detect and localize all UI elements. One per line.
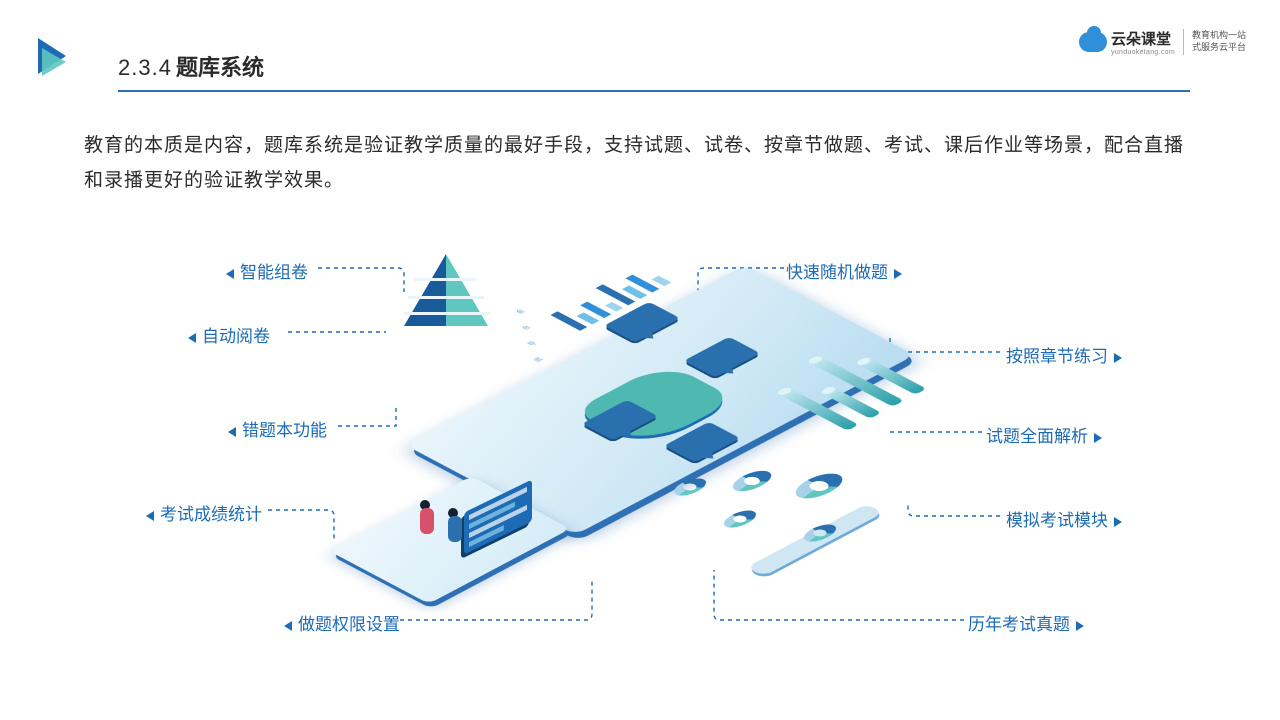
brand-name: 云朵课堂	[1111, 28, 1175, 49]
brand-tagline-2: 式服务云平台	[1192, 42, 1246, 54]
person-icon	[448, 508, 462, 542]
feature-right-4: 历年考试真题	[968, 610, 1090, 635]
feature-right-3: 模拟考试模块	[1006, 506, 1128, 531]
donut-chart-icon	[726, 467, 778, 495]
pyramid-label-0: 金	[513, 308, 526, 315]
corner-play-icon	[38, 38, 72, 78]
donut-chart-icon	[787, 469, 851, 503]
intro-paragraph: 教育的本质是内容，题库系统是验证教学质量的最好手段，支持试题、试卷、按章节做题、…	[84, 128, 1200, 198]
diagram-stage: 智能组卷 自动阅卷 错题本功能 考试成绩统计 做题权限设置 快速随机做题 按照章…	[0, 210, 1280, 690]
cloud-icon	[1079, 32, 1107, 52]
section-title: 2.3.4 题库系统	[118, 50, 1190, 92]
pyramid-label-2: 导	[525, 340, 538, 347]
pyramid-label-3: 底	[531, 356, 544, 363]
iso-illustration: 金 台 导 底	[360, 240, 940, 620]
pyramid-label-1: 台	[519, 324, 532, 331]
feature-left-0: 智能组卷	[220, 258, 308, 283]
feature-right-2: 试题全面解析	[986, 422, 1108, 447]
feature-left-3: 考试成绩统计	[140, 500, 262, 525]
feature-right-1: 按照章节练习	[1006, 342, 1128, 367]
feature-left-2: 错题本功能	[222, 416, 327, 441]
title-number: 2.3.4	[118, 55, 172, 81]
donut-chart-icon	[718, 507, 762, 530]
title-text: 题库系统	[176, 50, 264, 82]
person-icon	[420, 500, 434, 534]
feature-left-1: 自动阅卷	[182, 322, 270, 347]
brand-tagline-1: 教育机构一站	[1192, 30, 1246, 42]
